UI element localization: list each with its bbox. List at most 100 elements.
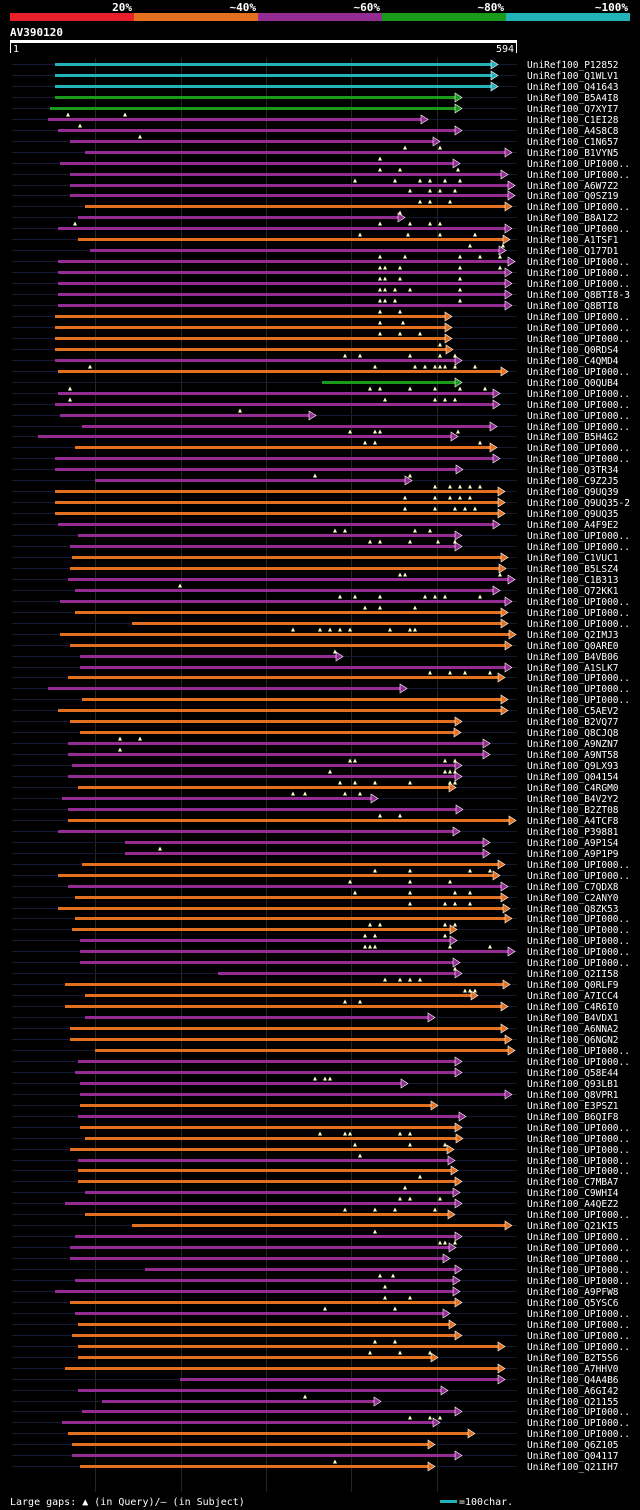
query-gap-marker	[378, 156, 382, 161]
hit-row: UniRef100_UPI000..	[12, 386, 630, 400]
query-gap-marker	[488, 670, 492, 675]
query-gap-marker	[456, 429, 460, 434]
query-gap-marker	[158, 846, 162, 851]
hit-row: UniRef100_UPI000..	[12, 453, 630, 465]
identity-color-legend	[10, 13, 630, 21]
query-gap-marker	[453, 890, 457, 895]
query-gap-marker	[458, 484, 462, 489]
ruler-end-label: 594	[496, 44, 514, 55]
hit-bar	[65, 1367, 499, 1370]
hit-end-arrow	[452, 957, 461, 968]
hit-name: UniRef100_UPI000..	[527, 1123, 630, 1134]
hit-row: UniRef100_UPI000..	[12, 1056, 630, 1068]
query-gap-marker	[408, 977, 412, 982]
legend-segment-1	[10, 13, 134, 21]
hit-end-arrow	[427, 1439, 436, 1450]
hit-bar	[58, 260, 509, 263]
query-gap-marker	[398, 309, 402, 314]
hit-end-arrow	[504, 662, 513, 673]
query-gap-marker	[368, 944, 372, 949]
hit-name: UniRef100_A9P1S4	[527, 838, 619, 849]
hit-bar	[55, 468, 457, 471]
hit-row: UniRef100_B6QIF8	[12, 1111, 619, 1123]
hit-bar	[58, 874, 494, 877]
query-gap-marker	[458, 495, 462, 500]
hit-end-arrow	[454, 968, 463, 979]
query-gap-marker	[73, 221, 77, 226]
hit-bar	[78, 1180, 456, 1183]
query-gap-marker	[303, 791, 307, 796]
query-gap-marker	[373, 944, 377, 949]
hit-bar	[85, 1016, 429, 1019]
hit-row: UniRef100_UPI000..	[12, 309, 630, 323]
query-gap-marker	[388, 627, 392, 632]
query-gap-marker	[408, 188, 412, 193]
query-gap-marker	[468, 243, 472, 248]
hit-row: UniRef100_Q21KI5	[12, 1220, 619, 1232]
hit-end-arrow	[497, 672, 506, 683]
hit-name: UniRef100_C1EI28	[527, 115, 619, 126]
hit-row: UniRef100_UPI000..	[12, 618, 630, 630]
hit-row: UniRef100_UPI000..	[12, 364, 630, 378]
hit-name: UniRef100_Q0RLF9	[527, 980, 619, 991]
hit-bar	[55, 501, 499, 504]
hit-end-arrow	[452, 1286, 461, 1297]
query-gap-marker	[138, 736, 142, 741]
hit-end-arrow	[507, 574, 516, 585]
hit-bar	[145, 1268, 456, 1271]
hit-row: UniRef100_UPI000..	[12, 397, 630, 411]
legend-segment-4	[382, 13, 506, 21]
query-gap-marker	[303, 1394, 307, 1399]
query-gap-marker	[438, 1196, 442, 1201]
query-gap-marker	[458, 298, 462, 303]
query-gap-marker	[438, 1240, 442, 1245]
hit-bar	[82, 1410, 456, 1413]
query-gap-marker	[433, 594, 437, 599]
query-gap-marker	[343, 528, 347, 533]
hit-row: UniRef100_A9NT58	[12, 747, 619, 761]
hit-row: UniRef100_B4VDX1	[12, 1012, 619, 1024]
query-gap-marker	[443, 594, 447, 599]
hit-name: UniRef100_Q6Z105	[527, 1440, 619, 1451]
query-gap-marker	[478, 484, 482, 489]
hit-end-arrow	[454, 377, 463, 388]
hit-row: UniRef100_Q04117	[12, 1450, 619, 1462]
query-gap-marker	[443, 364, 447, 369]
hit-bar	[65, 983, 504, 986]
hit-row: UniRef100_B2VQ77	[12, 716, 619, 728]
query-gap-marker	[348, 627, 352, 632]
query-gap-marker	[378, 594, 382, 599]
hit-end-arrow	[442, 1253, 451, 1264]
hit-name: UniRef100_Q9UQ35-2	[527, 498, 630, 509]
query-gap-marker	[368, 386, 372, 391]
hit-row: UniRef100_UPI000..	[12, 913, 630, 925]
hit-row: UniRef100_UPI000..	[12, 1339, 630, 1353]
query-gap-marker	[378, 254, 382, 259]
hit-end-arrow	[453, 727, 462, 738]
hit-end-arrow	[442, 1308, 451, 1319]
query-gap-marker	[338, 594, 342, 599]
hit-bar	[78, 1345, 499, 1348]
hit-bar	[90, 249, 500, 252]
hit-name: UniRef100_UPI000..	[527, 1418, 630, 1429]
hit-name: UniRef100_P39881	[527, 827, 619, 838]
query-gap-marker	[423, 364, 427, 369]
hit-bar	[78, 534, 456, 537]
hit-end-arrow	[455, 804, 464, 815]
query-gap-marker	[498, 254, 502, 259]
query-gap-marker	[383, 977, 387, 982]
hit-name: UniRef100_E3PSZ1	[527, 1101, 619, 1112]
hit-end-arrow	[445, 344, 454, 355]
hit-row: UniRef100_B2T5S6	[12, 1350, 619, 1364]
hit-row: UniRef100_UPI000..	[12, 221, 630, 235]
query-gap-marker	[68, 397, 72, 402]
hit-row: UniRef100_UPI000..	[12, 1264, 630, 1276]
hit-row: UniRef100_UPI000..	[12, 1273, 630, 1287]
query-gap-marker	[358, 232, 362, 237]
hit-row: UniRef100_UPI000..	[12, 331, 630, 345]
hit-name: UniRef100_A7ICC4	[527, 991, 619, 1002]
hit-name: UniRef100_UPI000..	[527, 202, 630, 213]
query-gap-marker	[378, 265, 382, 270]
hit-end-arrow	[504, 289, 513, 300]
hit-row: UniRef100_UPI000..	[12, 167, 630, 181]
